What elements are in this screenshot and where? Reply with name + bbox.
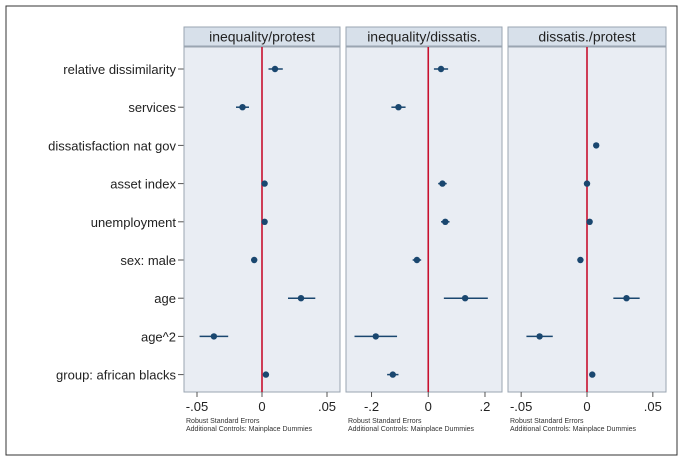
panel-title: dissatis./protest [538, 29, 635, 45]
coefficient-point [623, 295, 630, 302]
coefficient-point [389, 371, 396, 378]
coefficient-point [437, 65, 445, 73]
coefficient-point [262, 371, 270, 378]
coefficient-point [413, 256, 421, 264]
y-tick-label: dissatisfaction nat gov [48, 138, 176, 153]
coefficient-point [372, 333, 379, 340]
panel-note: Robust Standard Errors [510, 418, 584, 425]
coefficient-point [239, 104, 246, 111]
x-tick-label: .05 [318, 399, 336, 414]
coefficient-point [442, 218, 449, 225]
y-tick-label: services [128, 100, 176, 115]
coefficient-point [395, 104, 402, 111]
panel-header [183, 26, 341, 47]
coefficient-point [251, 256, 258, 264]
x-tick-label: .05 [644, 399, 662, 414]
panel-title: inequality/protest [209, 29, 315, 45]
y-tick-label: unemployment [91, 215, 177, 230]
coefficient-point [261, 218, 268, 225]
coefficient-point [461, 295, 469, 302]
x-tick-label: -.05 [510, 399, 532, 414]
coefficient-point [586, 218, 593, 225]
x-tick-label: .2 [480, 399, 491, 414]
coefficient-point [297, 295, 305, 302]
x-tick-label: 0 [258, 399, 265, 414]
panel-header [345, 26, 503, 47]
plot-area [345, 46, 503, 393]
y-tick-label: age^2 [141, 329, 176, 344]
panel-1: inequality/protest -.05 0 .05 Robust Standar… [183, 26, 341, 433]
panel-note: Robust Standard Errors [186, 418, 260, 425]
y-tick-label: sex: male [120, 253, 176, 268]
coefficient-point [261, 180, 268, 187]
x-tick-label: -.05 [186, 399, 208, 414]
coefficient-point [210, 333, 218, 340]
y-tick-label: age [154, 291, 176, 306]
x-tick-label: -.2 [364, 399, 379, 414]
x-tick-label: 0 [425, 399, 432, 414]
panel-note: Additional Controls: Mainplace Dummies [348, 426, 475, 433]
y-tick-label: asset index [110, 177, 176, 192]
panel-note: Additional Controls: Mainplace Dummies [186, 426, 313, 433]
coefficient-point [271, 65, 279, 73]
panel-note: Robust Standard Errors [348, 418, 422, 425]
panel-3: dissatis./protest -.05 0 .05 Robust Standard… [507, 26, 667, 433]
coefficient-point [589, 371, 596, 378]
coefficient-point [536, 333, 543, 340]
coefficient-point [593, 142, 600, 149]
coefficient-point [583, 180, 591, 187]
panel-header [507, 26, 667, 47]
coefficient-point [577, 256, 584, 264]
y-tick-label: group: african blacks [56, 368, 176, 383]
panel-2: inequality/dissatis. -.2 0 .2 Robust Standar… [345, 26, 503, 433]
panel-note: Additional Controls: Mainplace Dummies [510, 426, 637, 433]
y-tick-label: relative dissimilarity [63, 62, 176, 77]
panel-title: inequality/dissatis. [367, 29, 481, 45]
x-tick-label: 0 [583, 399, 590, 414]
coefficient-point [439, 180, 446, 187]
